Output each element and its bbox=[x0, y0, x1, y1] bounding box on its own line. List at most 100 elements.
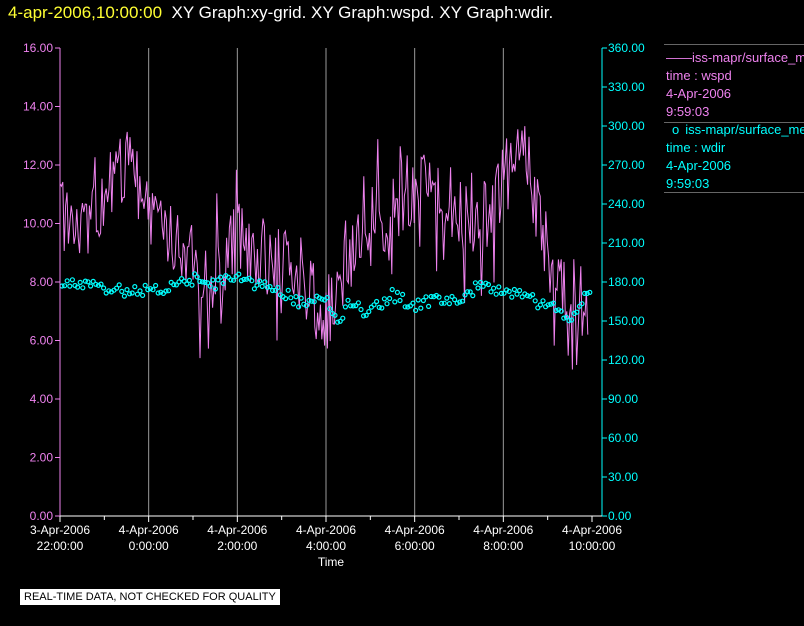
wdir-point bbox=[537, 302, 544, 308]
wdir-point bbox=[106, 288, 112, 294]
wdir-point bbox=[100, 285, 107, 291]
wdir-point bbox=[173, 282, 179, 288]
quality-note: REAL-TIME DATA, NOT CHECKED FOR QUALITY bbox=[20, 589, 280, 605]
x-tick-label-date: 4-Apr-2006 bbox=[385, 523, 445, 537]
wdir-point bbox=[127, 291, 133, 297]
wdir-point bbox=[316, 295, 322, 301]
wdir-point bbox=[61, 283, 68, 289]
wdir-point bbox=[444, 295, 450, 301]
wdir-point bbox=[340, 315, 346, 321]
legend-divider bbox=[664, 44, 804, 45]
wdir-point bbox=[501, 290, 507, 296]
wdir-point bbox=[394, 289, 400, 295]
wdir-point bbox=[519, 294, 525, 300]
wdir-point bbox=[363, 312, 369, 318]
wdir-point bbox=[197, 278, 203, 284]
wdir-point bbox=[566, 318, 572, 324]
right-y-tick-label: 210.00 bbox=[608, 236, 645, 250]
left-y-tick-label: 6.00 bbox=[30, 334, 54, 348]
wdir-point bbox=[298, 295, 304, 301]
wdir-point bbox=[205, 280, 211, 286]
right-y-tick-label: 30.00 bbox=[608, 470, 638, 484]
wdir-point bbox=[158, 289, 164, 295]
wdir-point bbox=[64, 278, 70, 284]
wdir-point bbox=[132, 284, 138, 290]
wdir-point bbox=[134, 291, 140, 297]
wdir-point bbox=[171, 282, 177, 288]
right-y-ticks: 0.00 30.00 60.00 90.00 120.00 150.00 180.00 210… bbox=[602, 41, 645, 523]
wdir-point bbox=[166, 288, 172, 294]
wspd-line bbox=[59, 126, 589, 370]
wdir-point bbox=[392, 299, 398, 305]
wdir-point bbox=[77, 279, 83, 285]
wdir-point bbox=[371, 302, 377, 308]
wdir-point bbox=[470, 293, 476, 299]
wdir-point bbox=[163, 288, 169, 294]
graph-title: 4-apr-2006,10:00:00 XY Graph:xy-grid. XY… bbox=[8, 3, 553, 23]
wdir-point bbox=[98, 281, 104, 287]
wdir-point bbox=[584, 290, 590, 296]
x-tick-label-date: 4-Apr-2006 bbox=[562, 523, 622, 537]
wdir-point bbox=[436, 294, 442, 300]
wdir-point bbox=[548, 301, 554, 307]
wdir-point bbox=[67, 283, 73, 289]
legend: ——iss-mapr/surface_met time : wspd 4-Apr… bbox=[664, 44, 804, 194]
wdir-point bbox=[397, 297, 403, 304]
right-y-tick-label: 180.00 bbox=[608, 275, 645, 289]
legend-divider bbox=[664, 192, 804, 193]
wdir-point bbox=[285, 287, 291, 293]
wdir-point bbox=[535, 305, 541, 311]
wdir-point bbox=[228, 277, 234, 283]
wdir-point bbox=[558, 308, 564, 314]
wdir-point bbox=[210, 277, 216, 283]
wdir-point bbox=[238, 278, 244, 284]
wdir-point bbox=[488, 289, 494, 295]
wdir-point bbox=[454, 300, 460, 306]
wdir-point bbox=[254, 282, 260, 288]
wdir-point bbox=[311, 299, 317, 305]
x-tick-label-time: 8:00:00 bbox=[483, 539, 523, 553]
right-y-tick-label: 360.00 bbox=[608, 41, 645, 55]
wdir-point bbox=[550, 300, 557, 306]
wdir-point bbox=[555, 307, 562, 313]
wdir-point bbox=[142, 282, 148, 288]
wdir-point bbox=[150, 287, 156, 293]
x-tick-label-time: 4:00:00 bbox=[306, 539, 346, 553]
wdir-point bbox=[293, 294, 299, 300]
vertical-grid bbox=[148, 48, 504, 516]
wdir-point bbox=[176, 279, 182, 285]
wdir-point bbox=[506, 288, 512, 294]
wdir-point bbox=[90, 278, 96, 284]
wdir-point bbox=[441, 300, 447, 306]
right-y-tick-label: 240.00 bbox=[608, 197, 645, 211]
wdir-point bbox=[361, 313, 367, 319]
x-tick-label-date: 4-Apr-2006 bbox=[207, 523, 267, 537]
wdir-point bbox=[561, 315, 567, 321]
left-y-tick-label: 4.00 bbox=[30, 392, 54, 406]
wdir-point bbox=[467, 289, 473, 295]
wdir-point bbox=[272, 287, 278, 293]
wdir-point bbox=[296, 304, 302, 310]
wdir-point bbox=[485, 281, 491, 288]
wdir-point bbox=[400, 291, 406, 297]
wdir-point bbox=[491, 285, 497, 291]
wdir-point bbox=[379, 305, 385, 311]
wdir-point bbox=[121, 293, 128, 299]
legend-wspd-time-label: time : wspd bbox=[666, 68, 732, 83]
wdir-point bbox=[576, 303, 583, 309]
right-y-tick-label: 120.00 bbox=[608, 353, 645, 367]
wdir-point bbox=[249, 278, 255, 284]
wdir-point bbox=[353, 303, 359, 309]
wdir-point bbox=[496, 284, 502, 290]
wdir-point bbox=[215, 277, 221, 283]
wdir-point bbox=[511, 286, 518, 293]
wdir-point bbox=[137, 288, 143, 294]
wdir-point bbox=[410, 300, 416, 306]
wdir-point bbox=[389, 286, 395, 293]
wdir-point bbox=[420, 297, 426, 304]
wdir-point bbox=[337, 318, 343, 324]
wdir-point bbox=[218, 274, 224, 280]
wdir-point bbox=[332, 312, 338, 318]
wdir-point bbox=[581, 290, 588, 296]
